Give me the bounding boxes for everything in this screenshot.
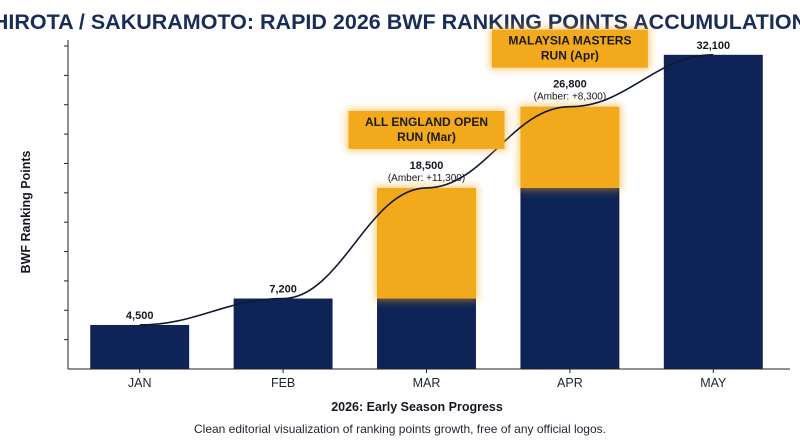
bar-mar	[377, 298, 476, 369]
bar-feb	[233, 298, 333, 369]
callout-box	[348, 110, 505, 149]
bars-layer	[90, 54, 763, 370]
x-tick-label-feb: FEB	[271, 376, 295, 390]
chart-title: HIROTA / SAKURAMOTO: RAPID 2026 BWF RANK…	[0, 10, 800, 34]
bar-gain-mar	[377, 187, 476, 299]
x-tick-label-jan: JAN	[128, 376, 152, 390]
bar-may	[663, 54, 763, 370]
x-tick-label-apr: APR	[557, 376, 583, 390]
value-label-feb: 7,200	[269, 284, 297, 296]
callout-text-line: RUN (Apr)	[541, 49, 599, 63]
gain-label-mar: (Amber: +11,300)	[388, 173, 465, 184]
callout-text-line: RUN (Mar)	[397, 130, 456, 144]
bar-jan	[90, 324, 190, 369]
bar-gain-apr	[520, 106, 620, 188]
axes-layer: JAN FEB MAR APR MAY	[64, 40, 790, 390]
value-label-mar: 18,500	[410, 160, 444, 172]
value-label-may: 32,100	[696, 40, 730, 52]
labels-layer: 4,500 7,200 18,500(Amber: +11,300) 26,800(A…	[126, 40, 730, 322]
x-tick-label-may: MAY	[700, 376, 727, 390]
x-axis-title: 2026: Early Season Progress	[331, 400, 503, 414]
chart-caption: Clean editorial visualization of ranking…	[194, 422, 606, 436]
trend-line	[139, 54, 714, 326]
value-label-jan: 4,500	[126, 310, 154, 322]
value-label-apr: 26,800	[553, 79, 587, 91]
callout-box	[491, 29, 648, 68]
bar-apr	[520, 187, 620, 369]
y-axis-title: BWF Ranking Points	[19, 151, 33, 274]
gain-label-apr: (Amber: +8,300)	[534, 92, 607, 103]
callout-text-line: ALL ENGLAND OPEN	[365, 115, 488, 129]
callout-text-line: MALAYSIA MASTERS	[508, 34, 631, 48]
x-tick-label-mar: MAR	[413, 376, 441, 390]
